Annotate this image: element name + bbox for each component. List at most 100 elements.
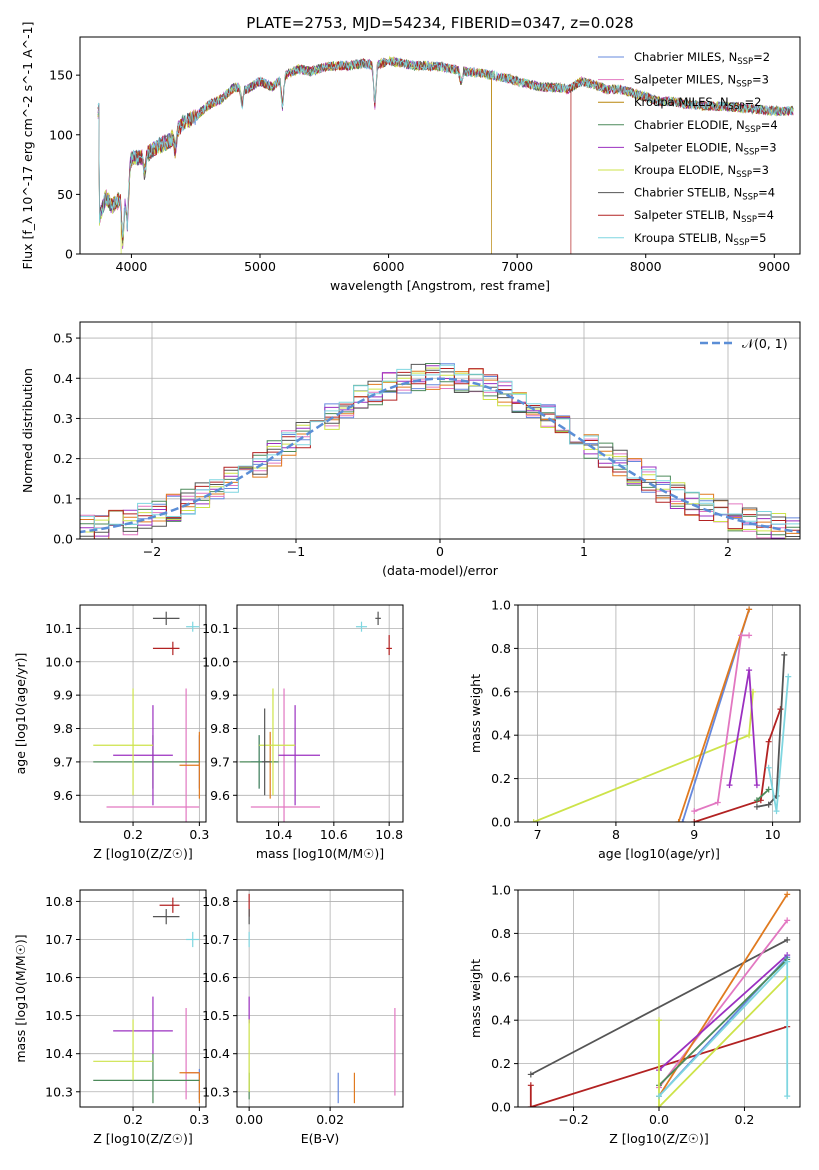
x-tick-label: 10.4 (265, 827, 293, 842)
data-point (355, 621, 368, 632)
y-tick-label: 10.8 (45, 894, 73, 909)
x-axis-label: age [log10(age/yr)] (598, 846, 720, 861)
y-tick-label: 9.7 (210, 754, 230, 769)
weight-series (756, 654, 786, 808)
x-axis-label: Z [log10(Z/Z☉)] (93, 846, 193, 861)
y-axis-label: Flux [f_λ 10^-17 erg cm^-2 s^-1 A^-1] (20, 22, 35, 270)
weight-marker (765, 786, 772, 793)
weight-marker (738, 632, 745, 639)
data-point (239, 735, 279, 789)
data-point (93, 1019, 153, 1081)
data-point (264, 731, 276, 799)
data-point (152, 641, 180, 656)
x-tick-label: 0.2 (123, 1112, 143, 1127)
y-tick-label: 1.0 (491, 883, 511, 898)
y-tick-label: 10.0 (202, 654, 230, 669)
weight-marker (746, 667, 753, 674)
y-axis-label: mass weight (468, 959, 483, 1038)
x-tick-label: 0.2 (735, 1112, 755, 1127)
y-tick-label: 10.4 (45, 1046, 73, 1061)
y-tick-label: 0.0 (53, 532, 73, 547)
y-tick-label: 100 (49, 127, 73, 142)
spectrum-series (97, 57, 794, 254)
mass-vs-EBV-panel: 0.00 0.02 10.3 10.4 10.5 10.6 10.7 10.8 E(B-V) (202, 889, 404, 1146)
weight-series (658, 959, 789, 1097)
age-vs-Z-panel: 0.2 0.3 9.6 9.7 9.8 9.9 10.0 10.1 Z [log10(Z/Z☉)… (13, 604, 209, 861)
x-tick-label: 0.2 (123, 827, 143, 842)
weight-series (693, 634, 750, 812)
histogram-series (80, 364, 800, 533)
y-tick-label: 10.6 (45, 970, 73, 985)
age-vs-mass-panel: 10.4 10.6 10.8 9.6 9.7 9.8 9.9 10.0 10.1 mass [lo… (202, 604, 404, 861)
weight-marker (714, 799, 721, 806)
plot-area (239, 611, 392, 822)
plot-area (80, 363, 800, 539)
weight-marker (785, 673, 792, 680)
y-tick-label: 9.8 (210, 721, 230, 736)
weight-series (658, 958, 788, 1086)
weight-series (529, 1025, 788, 1107)
x-tick-label: 4000 (116, 259, 148, 274)
data-point (106, 688, 200, 822)
weight-marker (656, 1104, 662, 1107)
y-tick-label: 10.3 (45, 1084, 73, 1099)
y-tick-label: 10.7 (202, 932, 230, 947)
x-tick-label: 1 (580, 544, 588, 559)
y-tick-label: 0.6 (491, 684, 511, 699)
x-tick-label: 5000 (244, 259, 276, 274)
data-point (179, 1072, 200, 1104)
weight-marker (784, 1093, 791, 1100)
weight-marker (784, 936, 791, 943)
data-point (93, 1053, 200, 1104)
data-point (186, 931, 200, 948)
weight-series (658, 954, 788, 1071)
x-tick-label: 0.0 (649, 1112, 669, 1127)
y-axis-label: Normed distribution (20, 368, 35, 493)
legend-entry: Kroupa ELODIE, NSSP=3 (634, 163, 769, 180)
data-point (250, 688, 320, 822)
legend-entry: Kroupa MILES, NSSP=2 (634, 95, 761, 112)
x-axis-label: Z [log10(Z/Z☉)] (93, 1131, 193, 1146)
x-tick-label: 0 (436, 544, 444, 559)
x-axis-label: E(B-V) (301, 1131, 340, 1146)
spectrum-legend: Chabrier MILES, NSSP=2 Salpeter MILES, NS… (598, 50, 778, 248)
x-tick-label: 10.8 (375, 827, 403, 842)
x-tick-label: 7000 (501, 259, 533, 274)
legend-entry: Chabrier STELIB, NSSP=4 (634, 186, 775, 203)
y-tick-label: 0.4 (491, 728, 511, 743)
y-tick-label: 10.1 (45, 621, 73, 636)
y-tick-label: 9.6 (53, 788, 73, 803)
legend-entry: Chabrier ELODIE, NSSP=4 (634, 118, 778, 135)
weight-marker (746, 632, 753, 639)
y-tick-label: 0.2 (491, 1056, 511, 1071)
plot-area (530, 606, 792, 822)
x-axis-label: wavelength [Angstrom, rest frame] (330, 278, 550, 293)
y-tick-label: 0.3 (53, 411, 73, 426)
legend-entry: Salpeter ELODIE, NSSP=3 (634, 140, 777, 157)
data-point (113, 705, 173, 806)
y-tick-label: 0.0 (491, 1100, 511, 1115)
data-point (93, 735, 200, 789)
data-point (278, 705, 320, 806)
weight-marker (746, 732, 753, 739)
data-point (375, 611, 381, 626)
axes-frame (517, 889, 801, 1108)
y-axis-label: age [log10(age/yr)] (13, 653, 28, 775)
y-tick-label: 9.7 (53, 754, 73, 769)
weight-marker (746, 606, 753, 613)
weight-marker (784, 917, 791, 924)
weight-series (756, 788, 770, 801)
weight-marker (753, 782, 760, 789)
weight-marker (656, 1093, 662, 1100)
x-axis-label: mass [log10(M/M☉)] (256, 846, 384, 861)
mass-vs-Z-panel: 0.2 0.3 10.3 10.4 10.5 10.6 10.7 10.8 Z [log10(Z… (13, 889, 209, 1146)
figure-title: PLATE=2753, MJD=54234, FIBERID=0347, z=0… (246, 14, 633, 32)
legend-entry: Salpeter STELIB, NSSP=4 (634, 208, 774, 225)
data-point (386, 635, 392, 656)
y-tick-label: 10.0 (45, 654, 73, 669)
y-tick-label: 0.4 (53, 371, 73, 386)
axes-frame (79, 604, 207, 823)
weight-marker (656, 1017, 662, 1024)
x-axis-label: (data-model)/error (382, 563, 499, 578)
y-tick-label: 150 (49, 68, 73, 83)
